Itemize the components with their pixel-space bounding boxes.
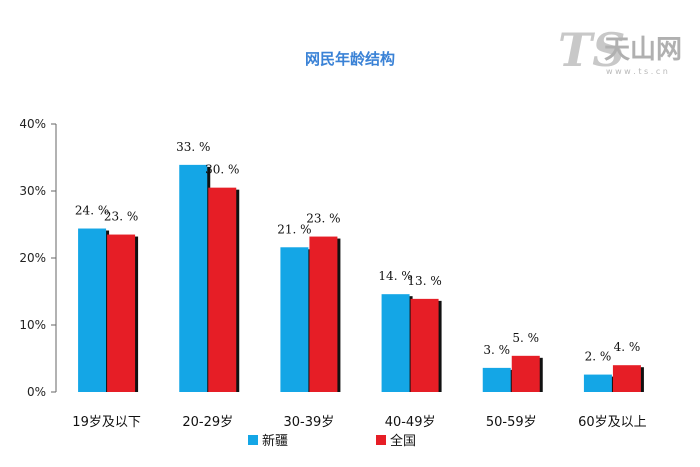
bar-value-label: 33. % [176, 140, 210, 154]
bar-value-label: 14. % [378, 269, 412, 283]
bar-value-label: 23. % [104, 210, 138, 224]
category-label: 30-39岁 [284, 415, 335, 430]
chart-title: 网民年龄结构 [304, 50, 395, 68]
category-label: 20-29岁 [182, 415, 233, 430]
legend-swatch [248, 435, 258, 445]
bar-value-label: 2. % [585, 350, 612, 364]
bar [309, 236, 338, 392]
legend-label: 新疆 [262, 433, 288, 449]
logo-mark: TS [558, 23, 625, 77]
bar-value-label: 4. % [614, 340, 641, 354]
tianshan-logo: TS 天山网 w w w . t s . c n [558, 23, 682, 77]
bar [482, 367, 511, 392]
y-tick-label: 10% [19, 318, 46, 332]
y-tick-label: 40% [19, 117, 46, 131]
bar [381, 294, 410, 392]
bar [208, 187, 237, 392]
category-label: 60岁及以上 [578, 415, 647, 430]
y-tick-label: 0% [27, 385, 46, 399]
y-tick-label: 20% [19, 251, 46, 265]
bar-value-label: 3. % [483, 343, 510, 357]
bar [583, 374, 612, 392]
legend-label: 全国 [390, 433, 416, 449]
bar [612, 365, 641, 392]
bar-value-label: 21. % [277, 222, 311, 236]
bar-value-label: 24. % [75, 204, 109, 218]
category-label: 50-59岁 [486, 415, 537, 430]
logo-url: w w w . t s . c n [606, 67, 668, 76]
bar [179, 164, 208, 392]
bar-value-label: 13. % [407, 274, 441, 288]
bar-value-label: 23. % [306, 212, 340, 226]
category-label: 40-49岁 [385, 415, 436, 430]
bar-value-label: 5. % [512, 331, 539, 345]
bar [107, 234, 136, 392]
y-tick-label: 30% [19, 184, 46, 198]
bar [280, 247, 309, 392]
bar [78, 228, 107, 392]
bar-value-label: 30. % [205, 163, 239, 177]
bar [511, 355, 540, 392]
bar [410, 298, 439, 392]
category-label: 19岁及以下 [72, 415, 141, 430]
legend-swatch [376, 435, 386, 445]
logo-text: 天山网 [604, 35, 682, 65]
